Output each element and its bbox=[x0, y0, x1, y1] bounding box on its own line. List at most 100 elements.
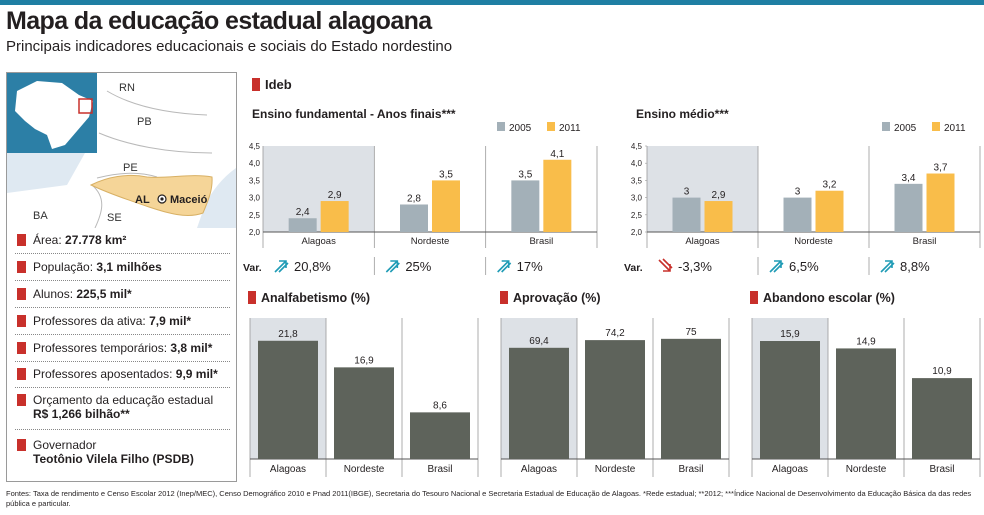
bar-value-label: 3,5 bbox=[439, 169, 453, 180]
arrow-up-right-icon bbox=[385, 260, 400, 273]
category-label: Brasil bbox=[529, 236, 553, 247]
variation-value: 17% bbox=[517, 259, 543, 274]
bar-value-label: 3 bbox=[795, 187, 801, 198]
legend-swatch-2005 bbox=[497, 122, 505, 131]
fact-item: Professores da ativa: 7,9 mil* bbox=[15, 314, 230, 328]
fact-item: Professores aposentados: 9,9 mil* bbox=[15, 367, 230, 381]
fact-value: 225,5 mil* bbox=[76, 287, 132, 301]
bullet-square-icon bbox=[17, 288, 26, 300]
ideb-section-title: Ideb bbox=[252, 77, 292, 92]
fact-value: 3,8 mil* bbox=[170, 341, 213, 355]
fact-item: População: 3,1 milhões bbox=[15, 260, 230, 274]
variation-value: 20,8% bbox=[294, 259, 331, 274]
map-label-pe: PE bbox=[123, 162, 138, 174]
variation-value: 25% bbox=[405, 259, 431, 274]
top-accent-bar bbox=[0, 0, 984, 5]
category-label: Brasil bbox=[913, 236, 937, 247]
bullet-square-icon bbox=[17, 394, 26, 406]
bar-value-label: 16,9 bbox=[354, 355, 374, 366]
y-tick-label: 3,0 bbox=[249, 194, 261, 203]
bar-2011 bbox=[704, 201, 733, 232]
bar bbox=[760, 341, 820, 459]
bar-value-label: 14,9 bbox=[856, 336, 876, 347]
legend-label-2005: 2005 bbox=[509, 123, 532, 134]
category-label: Nordeste bbox=[595, 464, 636, 475]
fact-divider bbox=[15, 429, 230, 430]
bullet-square-icon bbox=[17, 315, 26, 327]
arrow-up-right-icon bbox=[274, 260, 289, 273]
legend-label-2005: 2005 bbox=[894, 123, 917, 134]
fact-divider bbox=[15, 387, 230, 388]
legend-swatch-2011 bbox=[932, 122, 940, 131]
fact-item: Alunos: 225,5 mil* bbox=[15, 287, 230, 301]
section-square-icon bbox=[248, 291, 256, 304]
category-label: Alagoas bbox=[270, 464, 306, 475]
y-tick-label: 4,0 bbox=[631, 159, 643, 168]
bar bbox=[410, 412, 470, 459]
chart-title: Abandono escolar (%) bbox=[763, 291, 895, 305]
category-label: Brasil bbox=[678, 464, 703, 475]
map-svg: RN PB PE AL Maceió BA SE bbox=[7, 73, 236, 229]
variation-value: 8,8% bbox=[900, 259, 930, 274]
bar-2011 bbox=[320, 201, 349, 232]
bar-2005 bbox=[672, 197, 701, 232]
bar-value-label: 75 bbox=[685, 327, 697, 338]
y-tick-label: 3,5 bbox=[249, 176, 261, 185]
bar bbox=[585, 340, 645, 459]
variation-label: Var. bbox=[624, 262, 643, 274]
bar-value-label: 74,2 bbox=[605, 328, 625, 339]
y-tick-label: 2,0 bbox=[631, 228, 643, 237]
fact-item: Área: 27.778 km² bbox=[15, 233, 230, 247]
category-label: Brasil bbox=[929, 464, 954, 475]
bar bbox=[258, 340, 318, 459]
fact-item: Professores temporários: 3,8 mil* bbox=[15, 341, 230, 355]
fact-divider bbox=[15, 307, 230, 308]
map-label-pb: PB bbox=[137, 116, 152, 128]
category-label: Nordeste bbox=[411, 236, 450, 247]
bar-value-label: 3,2 bbox=[823, 180, 837, 191]
bar-value-label: 2,9 bbox=[712, 190, 726, 201]
fact-value: Teotônio Vilela Filho (PSDB) bbox=[33, 452, 194, 466]
section-square-icon bbox=[750, 291, 758, 304]
variation-value: 6,5% bbox=[789, 259, 819, 274]
bar bbox=[836, 348, 896, 459]
bar-value-label: 15,9 bbox=[780, 329, 800, 340]
bar-value-label: 2,9 bbox=[328, 190, 342, 201]
bar bbox=[912, 378, 972, 459]
bar-value-label: 2,4 bbox=[296, 207, 310, 218]
bar-value-label: 3,5 bbox=[518, 169, 532, 180]
y-tick-label: 3,5 bbox=[631, 176, 643, 185]
map-label-ba: BA bbox=[33, 210, 48, 222]
bullet-square-icon bbox=[17, 439, 26, 451]
category-label: Alagoas bbox=[521, 464, 557, 475]
bar-2011 bbox=[432, 180, 460, 232]
section-square-icon bbox=[500, 291, 508, 304]
fact-divider bbox=[15, 361, 230, 362]
alagoas-map: RN PB PE AL Maceió BA SE bbox=[7, 73, 236, 229]
category-label: Nordeste bbox=[794, 236, 833, 247]
bullet-square-icon bbox=[17, 342, 26, 354]
y-tick-label: 3,0 bbox=[631, 194, 643, 203]
legend-label-2011: 2011 bbox=[944, 123, 966, 134]
fact-label: Área: bbox=[33, 233, 66, 247]
fact-label: Alunos: bbox=[33, 287, 77, 301]
bullet-square-icon bbox=[17, 368, 26, 380]
arrow-down-right-icon bbox=[658, 258, 673, 272]
fact-label: Orçamento da educação estadual bbox=[33, 393, 214, 407]
fact-label: Professores temporários: bbox=[33, 341, 171, 355]
fact-item: Governador Teotônio Vilela Filho (PSDB) bbox=[15, 438, 230, 466]
bar-value-label: 4,1 bbox=[550, 149, 564, 160]
legend-swatch-2005 bbox=[882, 122, 890, 131]
chart-title: Ensino médio*** bbox=[636, 107, 729, 121]
chart-title: Analfabetismo (%) bbox=[261, 291, 370, 305]
category-label: Nordeste bbox=[846, 464, 887, 475]
bar-value-label: 2,8 bbox=[407, 193, 421, 204]
map-label-rn: RN bbox=[119, 82, 135, 94]
bar-2005 bbox=[783, 197, 812, 232]
fact-label: Professores da ativa: bbox=[33, 314, 150, 328]
variation-label: Var. bbox=[243, 262, 262, 274]
fact-label: População: bbox=[33, 260, 97, 274]
bar-2011 bbox=[926, 173, 955, 232]
bar-value-label: 10,9 bbox=[932, 366, 952, 377]
